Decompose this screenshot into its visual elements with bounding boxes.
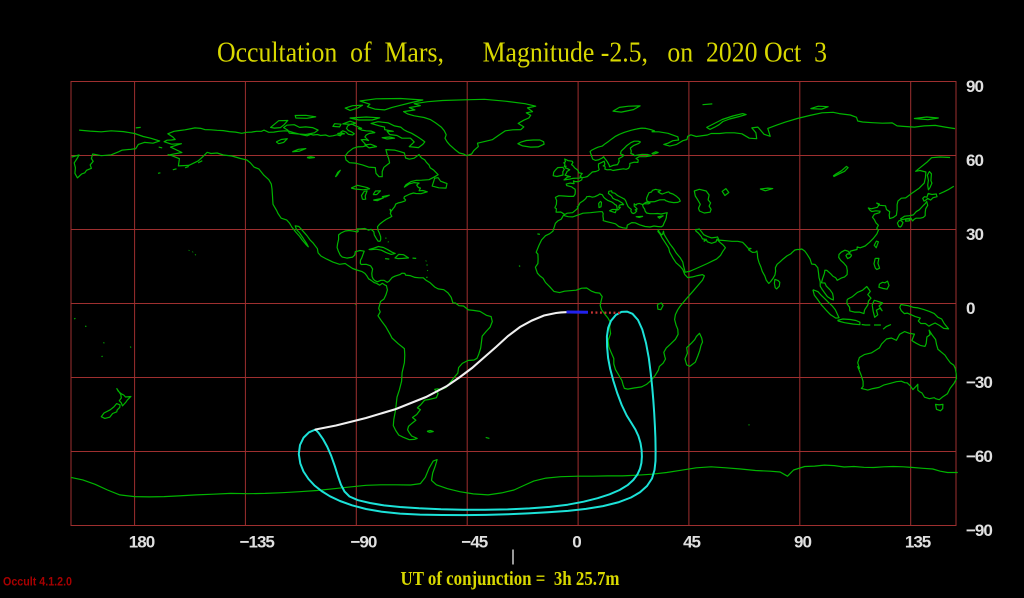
svg-text:Occultation of Mars, Ma: Occultation of Mars, Magnitude -2.5, on …	[217, 38, 827, 69]
svg-text:60: 60	[966, 151, 983, 170]
svg-text:45: 45	[683, 532, 700, 551]
svg-text:−30: −30	[966, 373, 992, 392]
svg-text:−90: −90	[966, 521, 992, 540]
svg-text:Occult 4.1.2.0: Occult 4.1.2.0	[3, 577, 72, 589]
svg-text:UT of conjunction = 3h 25.7m: UT of conjunction = 3h 25.7m	[401, 568, 620, 590]
svg-text:30: 30	[966, 225, 983, 244]
svg-text:180: 180	[129, 532, 155, 551]
svg-text:0: 0	[966, 299, 975, 318]
svg-text:90: 90	[966, 77, 983, 96]
svg-text:−60: −60	[966, 447, 992, 466]
svg-text:−135: −135	[240, 532, 275, 551]
svg-text:135: 135	[905, 532, 931, 551]
svg-text:−90: −90	[351, 532, 377, 551]
svg-text:90: 90	[794, 532, 811, 551]
svg-text:−45: −45	[461, 532, 487, 551]
svg-text:0: 0	[572, 532, 581, 551]
